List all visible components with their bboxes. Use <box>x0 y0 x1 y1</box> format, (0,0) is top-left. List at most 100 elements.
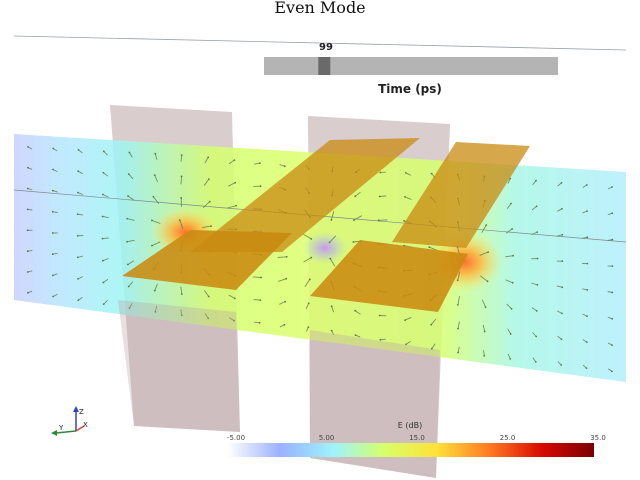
field-arrow-head <box>76 234 79 237</box>
field-arrow-head <box>128 151 131 154</box>
field-arrow <box>482 324 486 332</box>
field-arrow-head <box>510 307 513 310</box>
field-arrow-head <box>102 171 105 174</box>
field-arrow <box>127 195 135 201</box>
field-arrow <box>204 312 209 319</box>
z-axis-arrowhead <box>73 406 79 412</box>
field-arrow-head <box>51 253 54 256</box>
field-arrow <box>128 173 134 180</box>
field-arrow-head <box>307 302 310 305</box>
field-arrow-head <box>127 195 129 197</box>
field-arrow <box>180 155 183 162</box>
field-arrow-head <box>52 168 54 171</box>
field-arrow-head <box>330 305 333 308</box>
field-arrow-head <box>77 278 79 280</box>
field-arrow-head <box>585 367 588 369</box>
field-arrow <box>507 178 511 184</box>
field-arrow-head <box>260 276 262 279</box>
field-arrow-head <box>585 341 588 343</box>
field-arrow-head <box>259 185 262 188</box>
field-arrow-head <box>353 219 355 222</box>
field-arrow-head <box>510 202 512 205</box>
field-arrow <box>354 310 361 315</box>
field-arrow-head <box>208 178 210 181</box>
time-slider-value: 99 <box>319 42 333 53</box>
field-arrow <box>531 282 538 286</box>
field-arrow-head <box>561 312 563 315</box>
z-axis-label: Z <box>79 408 84 416</box>
field-arrow-head <box>26 208 29 211</box>
field-arrow-head <box>153 289 156 292</box>
field-arrow-head <box>180 314 183 317</box>
time-slider[interactable]: 99 Time (ps) <box>264 42 558 96</box>
field-arrow-head <box>536 257 539 260</box>
field-arrow <box>329 235 337 243</box>
field-arrow-head <box>560 182 563 184</box>
field-arrow-head <box>26 187 29 190</box>
field-arrow <box>331 306 335 313</box>
field-arrow-head <box>561 207 563 210</box>
field-arrow-head <box>77 191 79 194</box>
time-slider-track[interactable] <box>264 57 558 75</box>
field-arrow-head <box>151 244 153 247</box>
field-arrow-head <box>283 165 286 168</box>
field-arrow <box>253 299 261 301</box>
field-arrow-head <box>611 265 614 267</box>
field-arrow-head <box>310 256 313 259</box>
field-arrow <box>506 203 512 209</box>
field-arrow <box>354 191 361 197</box>
field-arrow <box>129 302 133 309</box>
y-axis-label: Y <box>58 424 64 432</box>
field-arrow-head <box>26 271 29 273</box>
colorbar-gradient <box>228 443 594 457</box>
field-arrow <box>202 201 211 209</box>
field-arrow <box>507 328 512 335</box>
field-arrow <box>556 285 563 288</box>
field-arrow-head <box>378 314 381 317</box>
field-arrow-head <box>586 236 589 239</box>
field-arrow-head <box>560 364 563 366</box>
field-arrow <box>277 256 287 258</box>
field-arrow-head <box>210 225 212 228</box>
field-arrow <box>457 346 460 353</box>
field-arrow-head <box>51 232 54 234</box>
axes-triad: Z Y X <box>51 406 88 436</box>
field-arrow-head <box>586 289 589 291</box>
field-arrow <box>180 176 183 185</box>
field-arrow <box>303 234 312 240</box>
field-arrow-head <box>561 233 564 236</box>
field-arrow <box>457 271 461 281</box>
conductor-strip-left-far <box>190 138 420 252</box>
field-arrow-head <box>511 281 514 284</box>
colorbar-ticks: -5.00 5.00 15.0 25.0 35.0 <box>227 434 606 442</box>
field-arrow-head <box>235 204 238 207</box>
field-arrow-head <box>27 291 29 294</box>
field-arrow-head <box>102 281 105 284</box>
field-arrow-head <box>180 293 183 295</box>
time-slider-thumb[interactable] <box>318 57 331 75</box>
field-arrow-head <box>180 154 183 157</box>
field-arrow-head <box>77 170 80 173</box>
field-arrow <box>180 309 183 316</box>
field-arrow-head <box>102 150 105 153</box>
field-arrow <box>179 219 184 229</box>
colorbar-title: E (dB) <box>398 421 422 430</box>
y-axis-line <box>55 430 77 434</box>
field-arrow <box>481 299 487 308</box>
field-arrow-head <box>76 213 79 216</box>
field-arrow-head <box>404 172 407 174</box>
field-arrow <box>103 278 109 283</box>
field-arrow-head <box>77 299 80 302</box>
field-arrow-head <box>330 219 333 221</box>
field-arrow-head <box>586 210 588 213</box>
field-arrow <box>254 162 260 165</box>
field-arrow-head <box>258 162 261 165</box>
field-arrow-head <box>233 159 236 162</box>
field-arrow-head <box>611 317 614 320</box>
field-arrow <box>228 294 236 299</box>
field-arrow-head <box>405 343 407 346</box>
field-arrow-head <box>511 228 513 230</box>
field-arrow-head <box>377 219 380 222</box>
field-arrow <box>532 332 537 337</box>
